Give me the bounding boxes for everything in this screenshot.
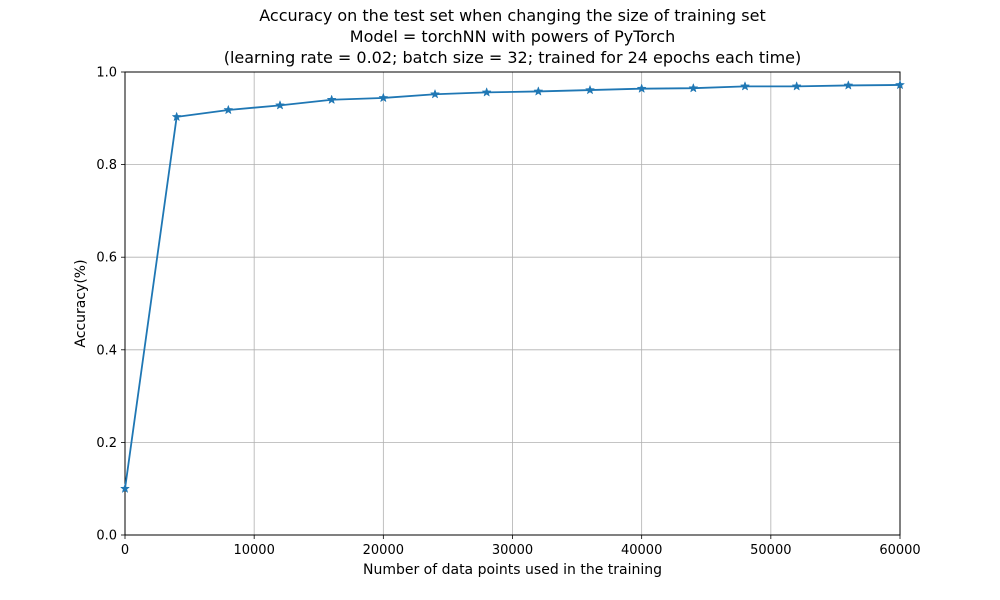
chart-title-line-2: Model = torchNN with powers of PyTorch: [349, 27, 676, 46]
data-point-star: [636, 83, 647, 93]
data-point-star: [894, 79, 906, 90]
data-point-star: [791, 81, 802, 91]
y-tick-label: 0.0: [96, 529, 117, 544]
data-point-star: [223, 104, 234, 115]
y-tick-label: 0.4: [96, 343, 117, 358]
chart-title-line-3: (learning rate = 0.02; batch size = 32; …: [223, 48, 802, 67]
accuracy-line: [124, 84, 901, 489]
series-layer: [119, 79, 906, 494]
data-point-star: [533, 86, 544, 96]
x-tick-label: 10000: [233, 543, 274, 558]
data-point-star: [688, 82, 699, 93]
x-tick-label: 20000: [363, 543, 404, 558]
data-point-star: [274, 100, 286, 110]
y-axis-label: Accuracy(%): [73, 259, 89, 347]
data-point-star: [119, 483, 131, 494]
data-point-star: [326, 94, 337, 105]
x-tick-label: 50000: [750, 543, 791, 558]
x-tick-label: 40000: [621, 543, 662, 558]
data-point-star: [481, 87, 492, 97]
chart-title-line-1: Accuracy on the test set when changing t…: [259, 6, 766, 25]
x-tick-label: 60000: [879, 543, 920, 558]
data-point-star: [378, 92, 389, 103]
x-axis-label: Number of data points used in the traini…: [363, 562, 662, 578]
x-tick-label: 30000: [492, 543, 533, 558]
data-point-star: [429, 88, 441, 99]
y-tick-label: 0.2: [96, 436, 117, 451]
data-point-star: [843, 80, 854, 90]
data-point-star: [584, 84, 596, 95]
data-point-star: [739, 81, 751, 91]
x-tick-label: 0: [121, 543, 129, 558]
y-tick-label: 0.8: [96, 158, 117, 173]
y-tick-label: 0.6: [96, 251, 117, 266]
ticks-layer: 0 10000 20000 30000 40000 50000 60000 0.0 0.2 0.4…: [96, 66, 920, 559]
y-tick-label: 1.0: [96, 66, 117, 81]
data-point-star: [171, 111, 182, 122]
grid-layer: [124, 71, 901, 536]
